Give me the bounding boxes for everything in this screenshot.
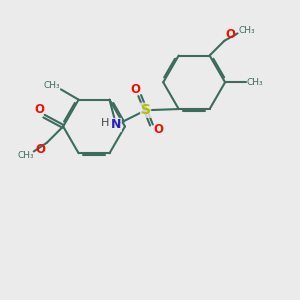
Text: H: H: [101, 118, 109, 128]
Text: CH₃: CH₃: [43, 81, 60, 90]
Text: CH₃: CH₃: [239, 26, 255, 35]
Text: CH₃: CH₃: [246, 78, 263, 87]
Text: O: O: [153, 123, 163, 136]
Text: CH₃: CH₃: [17, 152, 34, 160]
Text: O: O: [226, 28, 236, 41]
Text: N: N: [111, 118, 121, 131]
Text: O: O: [34, 103, 45, 116]
Text: S: S: [141, 103, 151, 117]
Text: O: O: [35, 142, 46, 156]
Text: O: O: [130, 82, 140, 95]
